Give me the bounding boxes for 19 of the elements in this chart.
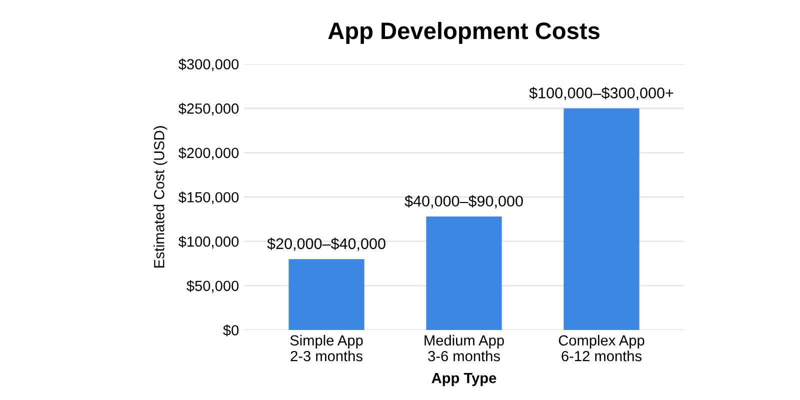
chart-title: App Development Costs [328, 22, 600, 44]
y-tick-label: $250,000 [178, 102, 239, 116]
y-axis-title: Estimated Cost (USD) [154, 126, 168, 268]
y-tick-label: $300,000 [178, 58, 239, 72]
y-tick-label: $150,000 [178, 191, 239, 204]
bar [564, 108, 640, 330]
y-tick-label: $100,000 [178, 236, 239, 248]
data-label: $40,000–$90,000 [404, 195, 523, 208]
data-label: $100,000–$300,000+ [529, 86, 674, 100]
x-tick-label: Simple App 2-3 months [290, 334, 363, 362]
x-tick-label: Complex App 6-12 months [558, 334, 644, 362]
data-label: $20,000–$40,000 [267, 238, 386, 251]
y-tick-label: $200,000 [178, 147, 239, 160]
bar [426, 216, 502, 330]
bar [288, 259, 364, 330]
y-tick-label: $50,000 [186, 280, 239, 293]
y-tick-label: $0 [223, 324, 239, 336]
x-axis-title: App Type [432, 373, 496, 386]
x-tick-label: Medium App 3-6 months [424, 334, 504, 362]
